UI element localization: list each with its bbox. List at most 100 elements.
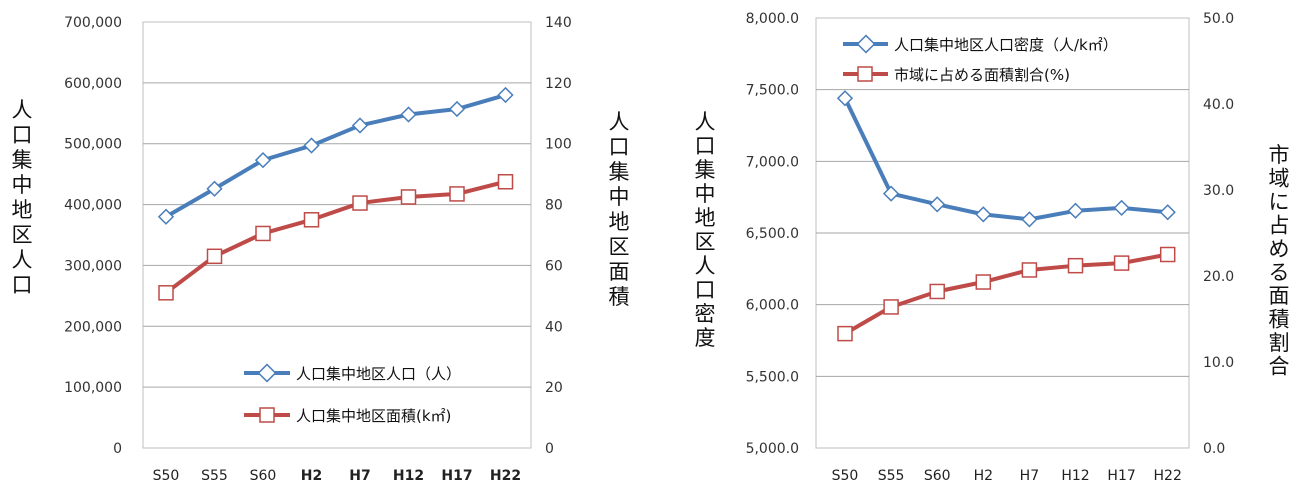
axis-label-char: 口 [695,134,716,158]
y-tick-right: 140 [545,15,572,31]
x-tick-label: S55 [878,468,905,484]
x-tick-label: S60 [924,468,951,484]
axis-label-char: 中 [609,185,630,209]
x-tick-label: H22 [490,468,521,484]
axis-label-char: 人 [12,98,33,122]
y-tick-left: 5,000.0 [746,441,799,457]
data-point-square [159,286,173,300]
y-axis-left-label-2: 人口集中地区人口密度 [695,110,716,350]
chart-population-area: 0 100,000 200,000 300,000 400,000 500,000 600,… [12,15,630,484]
x-tick-label: S50 [153,468,180,484]
y-tick-right: 60 [545,258,563,274]
data-point-square [884,300,898,314]
y-tick-right: 20.0 [1203,269,1234,285]
y-tick-right: 120 [545,76,572,92]
y-tick-left: 8,000.0 [746,11,799,27]
data-point-square [1115,256,1129,270]
y-tick-right: 40.0 [1203,97,1234,113]
x-tick-label: S50 [832,468,859,484]
y-tick-right: 50.0 [1203,11,1234,27]
y-axis-left-label: 人口集中地区人口 [12,98,33,297]
axis-label-char: 口 [695,278,716,302]
y-tick-right: 80 [545,198,563,214]
axis-label-char: 密 [695,302,716,326]
data-point-square [976,275,990,289]
axis-label-char: 積 [609,285,630,309]
y-tick-left: 5,500.0 [746,369,799,385]
x-tick-label: H2 [974,468,993,484]
y-tick-left: 400,000 [64,198,122,214]
axis-label-char: め [1269,237,1290,261]
legend-marker-area [260,408,274,422]
x-axis-ticks: S50 S55 S60 H2 H7 H12 H17 H22 [153,468,521,484]
axis-label-char: 集 [12,148,33,172]
y-tick-left: 7,000.0 [746,154,799,170]
y-tick-left: 0 [113,441,122,457]
axis-label-char: 占 [1269,214,1290,238]
axis-label-char: 中 [12,173,33,197]
data-point-square [353,196,367,210]
x-tick-label: H17 [1107,468,1135,484]
x-tick-label: H17 [441,468,472,484]
axis-label-char: 人 [695,254,716,278]
y-tick-left: 600,000 [64,76,122,92]
axis-label-char: 度 [695,326,716,350]
legend-label-density: 人口集中地区人口密度（人/k㎡） [894,36,1118,54]
axis-label-char: 市 [1269,143,1290,167]
y-axis-right-label: 人口集中地区面積 [609,110,630,309]
y-tick-left: 700,000 [64,15,122,31]
data-point-square [930,284,944,298]
legend-marker-ratio [858,67,872,81]
y-axis-left-ticks-2: 5,000.0 5,500.0 6,000.0 6,500.0 7,000.0 7,500… [746,11,799,457]
y-tick-left: 100,000 [64,380,122,396]
y-tick-left: 6,000.0 [746,298,799,314]
axis-label-char: 合 [1269,355,1290,379]
axis-label-char: 地 [12,198,33,222]
data-point-square [450,187,464,201]
data-point-square [1161,248,1175,262]
axis-label-char: 口 [12,123,33,147]
x-tick-label: S55 [201,468,228,484]
x-tick-label: H12 [393,468,424,484]
y-tick-left: 6,500.0 [746,226,799,242]
x-tick-label: H7 [1020,468,1039,484]
axis-label-char: 区 [695,230,716,254]
axis-label-char: 人 [695,110,716,134]
axis-label-char: 区 [12,223,33,247]
axis-label-char: に [1269,190,1290,214]
axis-label-char: 口 [12,273,33,297]
axis-label-char: 地 [609,210,630,234]
axis-label-char: 集 [695,158,716,182]
axis-label-char: 積 [1269,308,1290,332]
x-tick-label: S60 [250,468,277,484]
y-tick-right: 10.0 [1203,355,1234,371]
data-point-square [256,226,270,240]
y-axis-left-ticks: 0 100,000 200,000 300,000 400,000 500,000 600,… [64,15,122,457]
y-tick-left: 300,000 [64,258,122,274]
axis-label-char: 面 [609,260,630,284]
data-point-square [305,213,319,227]
y-axis-right-label-2: 市域に占める面積割合 [1269,143,1290,379]
y-axis-right-ticks-2: 0.0 10.0 20.0 30.0 40.0 50.0 [1203,11,1234,457]
axis-label-char: 割 [1269,331,1290,355]
y-tick-left: 500,000 [64,137,122,153]
legend-label-area: 人口集中地区面積(k㎡) [296,407,451,425]
axis-label-char: 区 [609,235,630,259]
data-point-square [1069,259,1083,273]
x-tick-label: H7 [349,468,370,484]
axis-label-char: 人 [609,110,630,134]
y-tick-right: 0 [545,441,554,457]
data-point-square [1022,263,1036,277]
y-tick-left: 200,000 [64,319,122,335]
axis-label-char: 集 [609,160,630,184]
data-point-square [208,249,222,263]
axis-label-char: 地 [695,206,716,230]
data-point-square [499,175,513,189]
x-tick-label: H22 [1154,468,1182,484]
axis-label-char: る [1269,261,1290,285]
x-axis-ticks-2: S50 S55 S60 H2 H7 H12 H17 H22 [832,468,1182,484]
y-tick-right: 30.0 [1203,183,1234,199]
chart-density-ratio: 5,000.05,500.06,000.06,500.07,000.07,500… [695,11,1290,484]
x-tick-label: H2 [301,468,322,484]
